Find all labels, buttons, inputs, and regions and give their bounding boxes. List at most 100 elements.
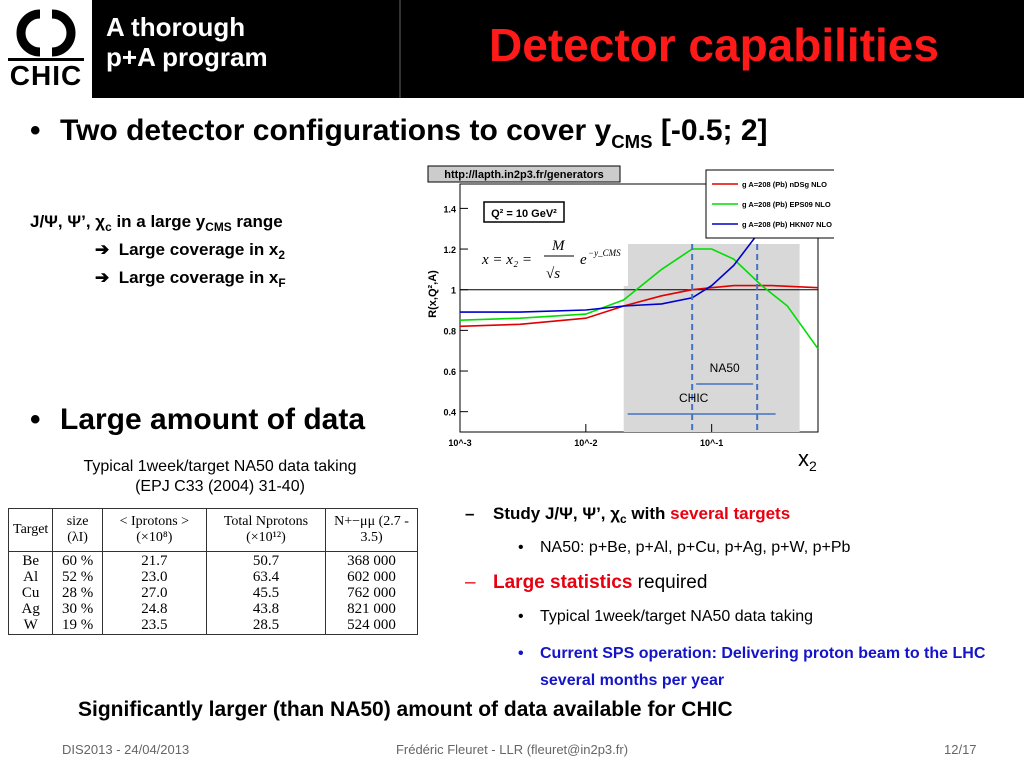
coverage-sub: 2 [278,248,286,263]
subitem-text: NA50: p+Be, p+Al, p+Cu, p+Ag, p+W, p+Pb [540,539,851,556]
subtitle-line-1: A thorough [106,12,246,42]
formula-exp-sup: −y_CMS [588,248,621,258]
na50-label: NA50 [710,361,740,375]
col-nprotons: Total Nprotons (×10¹²) [205,508,327,552]
formula: x = x₂ = M √s e −y_CMS [478,236,628,286]
formula-num: M [551,238,566,254]
bullet-dot: • [30,114,41,147]
coverage-x2-item: ➔ Large coverage in x2 [95,240,286,263]
subtitle-line-2: p+A program [106,42,268,72]
url-label: http://lapth.in2p3.fr/generators [444,169,604,181]
x-tick-label: 10^-1 [700,438,723,448]
coverage-text: Large coverage in x [118,240,279,259]
q2-box [483,201,565,223]
conclusion-text: Significantly larger (than NA50) amount … [78,698,733,721]
y-tick-label: 0.4 [443,408,456,418]
jpsi-range-line: J/Ψ, Ψ’, χc in a large yCMS range [30,212,283,235]
x-tick-label: 10^-3 [448,438,471,448]
y-tick-label: 1.2 [443,245,456,255]
col-iprotons: < Iprotons > (×10⁸) [101,508,207,552]
y-tick-label: 0.8 [443,326,456,336]
study-sub: c [620,512,627,527]
coverage-text: Large coverage in x [118,268,279,287]
x-axis-sub: 2 [809,458,817,474]
bullet-tail: [-0.5; 2] [652,114,768,147]
study-red: several targets [670,504,791,523]
jpsi-sub-c: c [105,220,112,235]
col-nmumu: N+−μμ (2.7 - 3.5) [325,508,418,552]
bullet-text: Two detector configurations to cover y [60,114,612,147]
formula-exp: e [580,252,587,268]
col-size: size (λI) [52,508,103,552]
study-targets-item: – Study J/Ψ, Ψ’, χc with several targets [465,504,791,527]
slide-header: CHIC A thorough p+A program Detector cap… [0,0,1024,98]
x-axis-main: x [798,446,809,471]
stats-red: Large statistics [493,572,633,593]
logo-rule [8,58,84,61]
bullet-subscript: CMS [611,131,653,153]
bullet-dot: • [30,403,41,436]
table-cell: Be Al Cu Ag W [7,551,54,635]
bullet-large-data: • Large amount of data [30,403,365,437]
formula-bg [478,236,628,286]
na50-targets-subitem: • NA50: p+Be, p+Al, p+Cu, p+Ag, p+W, p+Pb [518,539,850,557]
large-statistics-item: – Large statistics required [465,572,707,594]
typical-caption: Typical 1week/target NA50 data taking (E… [30,457,410,497]
header-subtitle: A thorough p+A program [106,12,268,72]
subitem-text: Current SPS operation: Delivering proton… [540,645,986,689]
jpsi-mid: in a large y [111,212,206,231]
table-cell: 21.7 23.0 27.0 24.8 23.5 [101,551,207,635]
bullet-dot: • [518,608,524,625]
footer-author: Frédéric Fleuret - LLR (fleuret@in2p3.fr… [395,742,629,757]
slide-title: Detector capabilities [489,19,939,71]
chart-svg: 0.4 0.6 0.8 1 1.2 1.4 10^-3 10^-2 10^-1 http://l… [427,165,859,448]
na50-targets-table: Target size (λI) < Iprotons > (×10⁸) Tot… [7,508,418,635]
right-arrow-icon: ➔ [95,240,110,259]
coverage-sub: F [278,276,286,291]
series-line [459,284,819,328]
dash-bullet: – [465,504,475,523]
logo-text: CHIC [9,60,83,91]
dash-bullet: – [465,572,476,593]
right-arrow-icon: ➔ [95,268,110,287]
legend-label: g A=208 (Pb) HKN07 NLO [742,220,832,229]
study-mid: with [626,504,671,523]
footer-page-number: 12/17 [944,742,977,757]
url-box [427,165,621,183]
bullet-detector-configs: • Two detector configurations to cover yC… [30,114,768,152]
formula-den: √s [546,266,560,282]
subitem-text: Typical 1week/target NA50 data taking [540,608,814,625]
bullet-dot: • [518,645,524,662]
y-tick-label: 0.6 [443,367,456,377]
y-tick-label: 1 [451,286,456,296]
coverage-xf-item: ➔ Large coverage in xF [95,268,286,291]
stats-tail: required [632,572,708,593]
chic-logo: CHIC [0,0,92,98]
sps-operation-subitem: • Current SPS operation: Delivering proto… [518,640,994,694]
series-line [460,187,789,313]
chic-logo-icon [16,9,76,57]
x-tick-label: 10^-2 [574,438,597,448]
formula-x: x = x₂ = [481,252,532,268]
bullet-dot: • [518,539,524,556]
table-row: Be Al Cu Ag W 60 % 52 % 28 % 30 % 19 % 21.7 23.0 2… [7,551,418,635]
study-pre: Study J/Ψ, Ψ’, χ [493,504,621,523]
footer-date: DIS2013 - 24/04/2013 [62,742,190,757]
table-header-row: Target size (λI) < Iprotons > (×10⁸) Tot… [7,508,418,552]
col-target: Target [7,508,54,552]
q2-label: Q² = 10 GeV² [491,208,557,220]
table-cell: 368 000 602 000 762 000 821 000 524 000 [325,551,418,635]
header-divider [399,0,401,98]
typical-line-2: (EPJ C33 (2004) 31-40) [135,478,305,495]
y-axis-label: R(x,Q²,A) [427,270,439,318]
chic-label: CHIC [679,391,709,405]
typical-subitem: • Typical 1week/target NA50 data taking [518,608,813,626]
table-cell: 60 % 52 % 28 % 30 % 19 % [52,551,103,635]
nuclear-pdf-chart: 0.4 0.6 0.8 1 1.2 1.4 10^-3 10^-2 10^-1 http://l… [424,164,859,456]
jpsi-sub-cms: CMS [205,220,232,235]
legend-label: g A=208 (Pb) EPS09 NLO [742,200,831,209]
chic-band [623,244,800,432]
typical-line-1: Typical 1week/target NA50 data taking [83,458,357,475]
x-axis-label: x2 [798,446,817,474]
jpsi-tail: range [231,212,283,231]
